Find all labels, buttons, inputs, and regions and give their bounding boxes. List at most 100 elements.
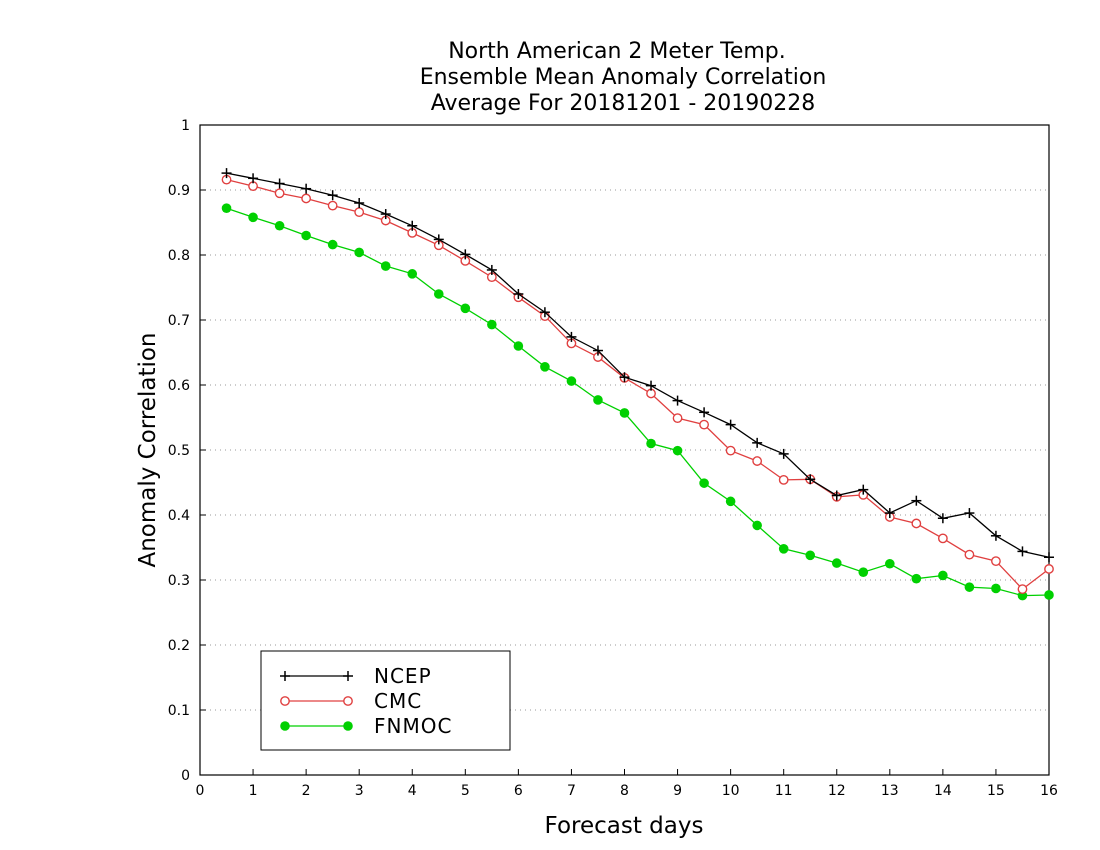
x-tick-label: 16 <box>1040 783 1058 799</box>
fnmoc-point <box>725 496 736 507</box>
chart-title: North American 2 Meter Temp. Ensemble Me… <box>420 39 827 116</box>
ncep-point <box>858 484 869 495</box>
fnmoc-point <box>221 203 232 213</box>
fnmoc-point <box>911 573 922 584</box>
fnmoc-point <box>513 341 524 351</box>
cmc-line <box>226 178 1050 590</box>
ncep-point <box>407 220 418 231</box>
y-tick-label: 0 <box>181 768 190 784</box>
cmc-point <box>964 549 975 560</box>
fnmoc-point <box>301 230 311 241</box>
x-tick-label: 8 <box>620 783 629 799</box>
ncep-line <box>226 172 1050 558</box>
x-tick-label: 2 <box>302 783 311 799</box>
cmc-point <box>911 518 922 529</box>
ncep-point <box>380 209 391 220</box>
series-fnmoc <box>221 203 1054 601</box>
fnmoc-point <box>248 212 258 223</box>
ncep-point <box>486 264 497 275</box>
ncep-point <box>513 289 524 299</box>
ncep-point <box>752 437 763 448</box>
y-tick-label: 0.3 <box>168 573 190 589</box>
ncep-point <box>1017 546 1028 557</box>
ncep-point <box>911 495 922 506</box>
fnmoc-point <box>646 438 656 449</box>
y-tick-label: 0.1 <box>168 703 190 719</box>
y-tick-label: 0.8 <box>168 248 190 264</box>
x-tick-label: 9 <box>673 783 682 799</box>
y-tick-label: 0.4 <box>168 508 190 524</box>
fnmoc-point <box>1044 590 1054 600</box>
chart-title-line-2: Ensemble Mean Anomaly Correlation <box>420 65 827 90</box>
series-layer <box>221 168 1054 601</box>
cmc-point <box>1017 584 1028 594</box>
fnmoc-point <box>858 567 869 577</box>
fnmoc-point <box>593 395 603 405</box>
fnmoc-point <box>566 376 577 386</box>
x-tick-label: 6 <box>514 783 523 799</box>
y-tick-label: 0.5 <box>168 443 190 459</box>
y-tick-label: 0.9 <box>168 183 190 199</box>
chart-title-line-3: Average For 20181201 - 20190228 <box>431 91 816 116</box>
x-axis-label: Forecast days <box>545 813 704 839</box>
legend-label-ncep: NCEP <box>374 664 432 688</box>
ncep-point <box>884 508 895 519</box>
x-tick-label: 12 <box>828 783 846 799</box>
ncep-point <box>592 345 603 356</box>
ncep-point <box>990 530 1001 541</box>
ncep-point <box>646 380 657 391</box>
legend-marker <box>343 721 353 731</box>
fnmoc-point <box>672 445 683 456</box>
x-axis-ticks: 0 1 2 3 4 5 6 7 8 9 10 11 12 13 14 15 16 <box>196 769 1058 799</box>
y-axis-ticks: 0 0.1 0.2 0.3 0.4 0.5 0.6 0.7 0.8 0.9 1 <box>168 118 206 784</box>
cmc-point <box>699 419 709 430</box>
fnmoc-point <box>354 247 364 258</box>
fnmoc-point <box>778 544 789 554</box>
x-tick-label: 7 <box>567 783 576 799</box>
x-tick-label: 3 <box>355 783 364 799</box>
fnmoc-point <box>460 303 471 314</box>
ncep-point <box>699 407 710 418</box>
cmc-point <box>752 456 763 466</box>
x-tick-label: 15 <box>987 783 1005 799</box>
cmc-point <box>991 556 1001 567</box>
legend-entry-cmc: CMC <box>280 689 421 713</box>
ncep-point <box>460 249 471 260</box>
ncep-point <box>221 168 232 179</box>
cmc-point <box>672 413 683 424</box>
cmc-point <box>1044 564 1054 574</box>
ncep-point <box>248 173 259 184</box>
chart-title-line-1: North American 2 Meter Temp. <box>448 39 786 64</box>
ncep-point <box>805 474 816 485</box>
fnmoc-line <box>226 207 1050 597</box>
cmc-point <box>274 188 285 199</box>
x-tick-label: 11 <box>775 783 793 799</box>
fnmoc-point <box>938 570 948 581</box>
legend-marker <box>280 696 290 706</box>
ncep-point <box>327 190 338 201</box>
cmc-point <box>354 207 365 218</box>
cmc-point <box>937 533 948 544</box>
ncep-point <box>964 508 975 519</box>
cmc-point <box>301 193 312 204</box>
ncep-point <box>354 198 365 208</box>
fnmoc-point <box>380 261 391 271</box>
ncep-point <box>778 448 789 459</box>
fnmoc-point <box>699 478 709 488</box>
y-axis-label: Anomaly Correlation <box>135 332 161 567</box>
x-tick-label: 13 <box>881 783 899 799</box>
fnmoc-point <box>433 289 444 299</box>
ncep-point <box>1044 552 1054 563</box>
y-tick-label: 0.6 <box>168 378 190 394</box>
fnmoc-point <box>327 239 338 250</box>
x-tick-label: 5 <box>461 783 470 799</box>
fnmoc-point <box>964 582 975 592</box>
legend-entry-fnmoc: FNMOC <box>280 714 451 738</box>
fnmoc-point <box>407 269 418 279</box>
fnmoc-point <box>274 220 285 231</box>
y-tick-label: 0.7 <box>168 313 190 329</box>
y-tick-label: 1 <box>181 118 190 134</box>
